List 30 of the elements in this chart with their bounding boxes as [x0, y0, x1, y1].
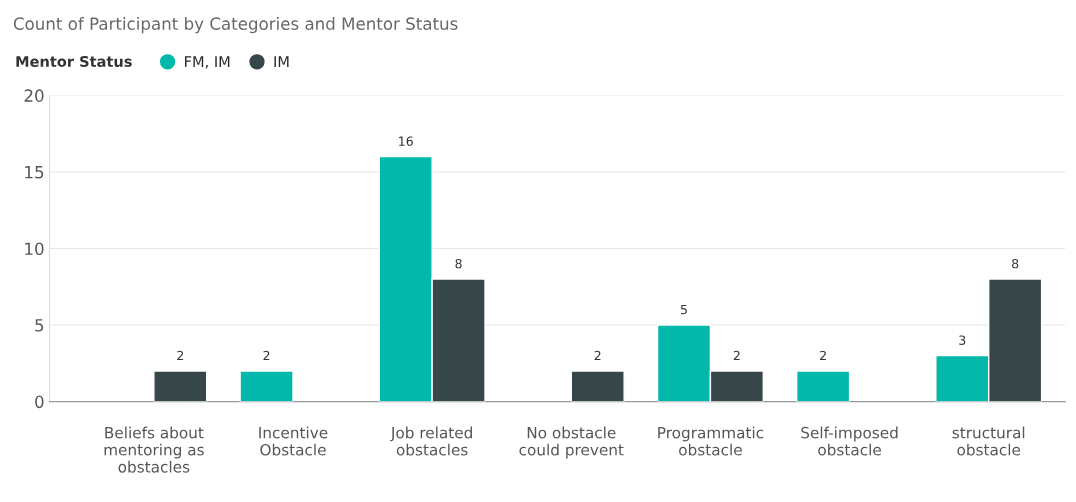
legend-label: IM: [274, 56, 289, 67]
y-tick-label: 15: [25, 166, 44, 179]
data-label: 2: [594, 350, 601, 361]
data-label: 2: [263, 350, 270, 361]
data-label: 2: [820, 350, 826, 361]
x-tick-label: Beliefs about mentoring as obstacles: [104, 426, 204, 473]
data-label: 3: [959, 335, 966, 345]
data-label: 2: [177, 350, 184, 361]
x-tick-label: Self-imposed obstacle: [801, 426, 898, 456]
bar: [795, 370, 851, 402]
data-label: 8: [455, 258, 462, 269]
bar: [153, 370, 208, 402]
x-tick-label: Job related obstacles: [390, 426, 472, 456]
bar: [570, 370, 625, 402]
bar: [239, 370, 294, 402]
x-tick-label: Incentive Obstacle: [259, 426, 328, 456]
y-tick-label: 20: [24, 89, 44, 102]
x-tick-label: Programmatic obstacle: [658, 426, 764, 456]
legend-label: FM, IM: [185, 56, 230, 69]
legend-title: Mentor Status: [16, 55, 132, 67]
data-label: 2: [733, 350, 740, 361]
chart-title: Count of Participant by Categories and Mentor Status: [13, 17, 458, 34]
y-tick-label: 0: [35, 395, 44, 409]
x-tick-label: structural obstacle: [952, 426, 1025, 456]
x-tick-label: No obstacle could prevent: [519, 426, 624, 459]
y-tick-label: 10: [25, 242, 44, 256]
data-label: 5: [680, 305, 687, 315]
y-tick-label: 5: [35, 319, 44, 332]
data-label: 8: [1012, 258, 1019, 269]
data-label: 16: [399, 136, 413, 146]
